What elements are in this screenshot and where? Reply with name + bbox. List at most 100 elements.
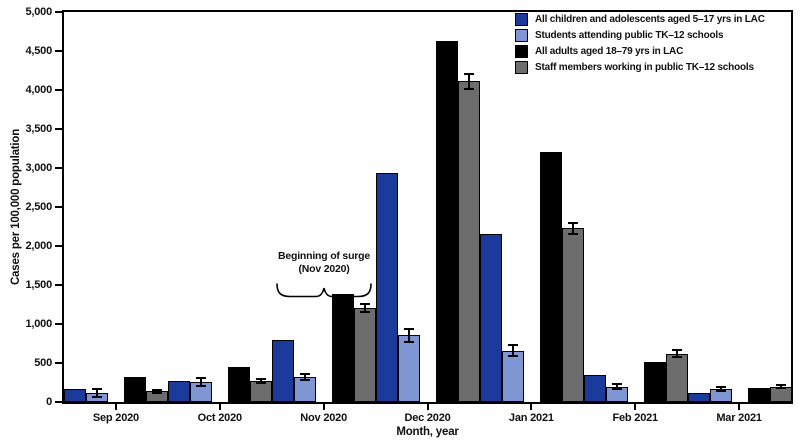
error-bar-cap <box>92 388 102 390</box>
bar-group-mar-2021 <box>688 12 792 402</box>
bar-all-adults-aged-18-79-yrs-in-lac-nov-2020 <box>332 294 354 402</box>
bar-all-children-and-adolescents-aged-5-17-y-nov-2020 <box>272 340 294 402</box>
error-bar-cap <box>256 378 266 380</box>
error-bar <box>616 384 618 389</box>
error-bar <box>512 345 514 356</box>
bar-all-adults-aged-18-79-yrs-in-lac-feb-2021 <box>644 362 666 402</box>
bar-slot <box>64 12 86 402</box>
y-tick-mark <box>55 89 62 91</box>
legend-swatch-icon <box>515 61 528 74</box>
x-tick-nov-2020: Nov 2020 <box>272 404 376 424</box>
error-bar-cap <box>360 311 370 313</box>
error-bar-cap <box>508 355 518 357</box>
bar-all-children-and-adolescents-aged-5-17-y-feb-2021 <box>584 375 606 402</box>
bar-staff-members-working-in-public-tk-12-sc-nov-2020 <box>354 308 376 402</box>
bar-all-children-and-adolescents-aged-5-17-y-dec-2020 <box>376 173 398 402</box>
y-tick-mark <box>55 50 62 52</box>
bar-slot <box>480 12 502 402</box>
bar-all-children-and-adolescents-aged-5-17-y-oct-2020 <box>168 381 190 402</box>
bar-slot <box>540 12 562 402</box>
bar-slot <box>688 12 710 402</box>
x-tick-label: Sep 2020 <box>92 412 139 424</box>
x-axis-title: Month, year <box>396 426 459 438</box>
bar-group-nov-2020 <box>272 12 376 402</box>
error-bar-cap <box>404 341 414 343</box>
y-tick-mark <box>55 401 62 403</box>
y-tick-label: 2,000 <box>25 240 52 252</box>
legend-swatch-icon <box>515 45 528 58</box>
bar-group-oct-2020 <box>168 12 272 402</box>
bar-all-adults-aged-18-79-yrs-in-lac-sep-2020 <box>124 377 146 402</box>
error-bar-cap <box>404 328 414 330</box>
x-tick-mark <box>738 404 741 410</box>
error-bar-cap <box>92 396 102 398</box>
error-bar-cap <box>612 388 622 390</box>
x-tick-label: Mar 2021 <box>716 412 762 424</box>
bar-slot <box>124 12 146 402</box>
bar-slot <box>332 12 354 402</box>
error-bar-cap <box>568 222 578 224</box>
y-tick-mark <box>55 245 62 247</box>
error-bar-cap <box>716 390 726 392</box>
error-bar-cap <box>508 344 518 346</box>
bar-slot <box>228 12 250 402</box>
x-tick-mark <box>634 404 637 410</box>
bar-slot <box>190 12 212 402</box>
legend-item-students-attending-public-tk-12-schools: Students attending public TK–12 schools <box>515 29 765 42</box>
error-bar-cap <box>672 356 682 358</box>
legend-swatch-icon <box>515 29 528 42</box>
error-bar-cap <box>672 349 682 351</box>
bar-all-children-and-adolescents-aged-5-17-y-jan-2021 <box>480 234 502 402</box>
legend-item-all-children-and-adolescents-aged-5-17-y: All children and adolescents aged 5–17 y… <box>515 13 765 26</box>
y-tick-mark <box>55 206 62 208</box>
error-bar <box>96 389 98 397</box>
bar-slot <box>354 12 376 402</box>
bar-staff-members-working-in-public-tk-12-sc-feb-2021 <box>666 354 688 402</box>
error-bar-cap <box>776 387 786 389</box>
y-tick-mark <box>55 11 62 13</box>
y-tick-label: 500 <box>34 357 52 369</box>
bar-slot <box>502 12 524 402</box>
pair-gap <box>316 401 332 402</box>
bar-all-children-and-adolescents-aged-5-17-y-sep-2020 <box>64 389 86 402</box>
bar-all-children-and-adolescents-aged-5-17-y-mar-2021 <box>688 393 710 402</box>
bar-slot <box>146 12 168 402</box>
legend-swatch-icon <box>515 13 528 26</box>
pair-gap <box>108 401 124 402</box>
bar-slot <box>748 12 770 402</box>
bar-all-adults-aged-18-79-yrs-in-lac-jan-2021 <box>540 152 562 402</box>
bar-groups <box>64 12 792 402</box>
y-axis: 0 500 1,000 1,500 2,000 2,500 3,000 3,500 4,000 4… <box>0 6 62 408</box>
y-tick-label: 5,000 <box>25 6 52 18</box>
x-tick-mark <box>322 404 325 410</box>
x-tick-mark <box>426 404 429 410</box>
bar-slot <box>376 12 398 402</box>
plot-area <box>62 10 793 404</box>
legend: All children and adolescents aged 5–17 y… <box>515 13 765 77</box>
bar-group-sep-2020 <box>64 12 168 402</box>
error-bar-cap <box>776 384 786 386</box>
error-bar <box>408 329 410 342</box>
bar-slot <box>644 12 666 402</box>
bar-slot <box>250 12 272 402</box>
bar-slot <box>710 12 732 402</box>
x-tick-sep-2020: Sep 2020 <box>64 404 168 424</box>
pair-gap <box>732 401 748 402</box>
bar-slot <box>458 12 480 402</box>
error-bar <box>364 304 366 312</box>
surge-annotation-line2: (Nov 2020) <box>298 263 350 275</box>
brace-icon <box>276 283 372 298</box>
legend-label: Students attending public TK–12 schools <box>535 30 724 41</box>
y-tick-label: 4,500 <box>25 45 52 57</box>
bar-slot <box>86 12 108 402</box>
x-tick-mark <box>114 404 117 410</box>
bar-staff-members-working-in-public-tk-12-sc-dec-2020 <box>458 81 480 402</box>
y-tick-label: 3,000 <box>25 162 52 174</box>
y-tick-mark <box>55 362 62 364</box>
error-bar <box>676 350 678 357</box>
pair-gap <box>212 401 228 402</box>
y-tick-label: 2,500 <box>25 201 52 213</box>
y-tick-label: 0 <box>46 396 52 408</box>
x-axis: Sep 2020 Oct 2020 Nov 2020 Dec 2020 Jan 2021… <box>64 404 791 424</box>
legend-label: All adults aged 18–79 yrs in LAC <box>535 46 684 57</box>
